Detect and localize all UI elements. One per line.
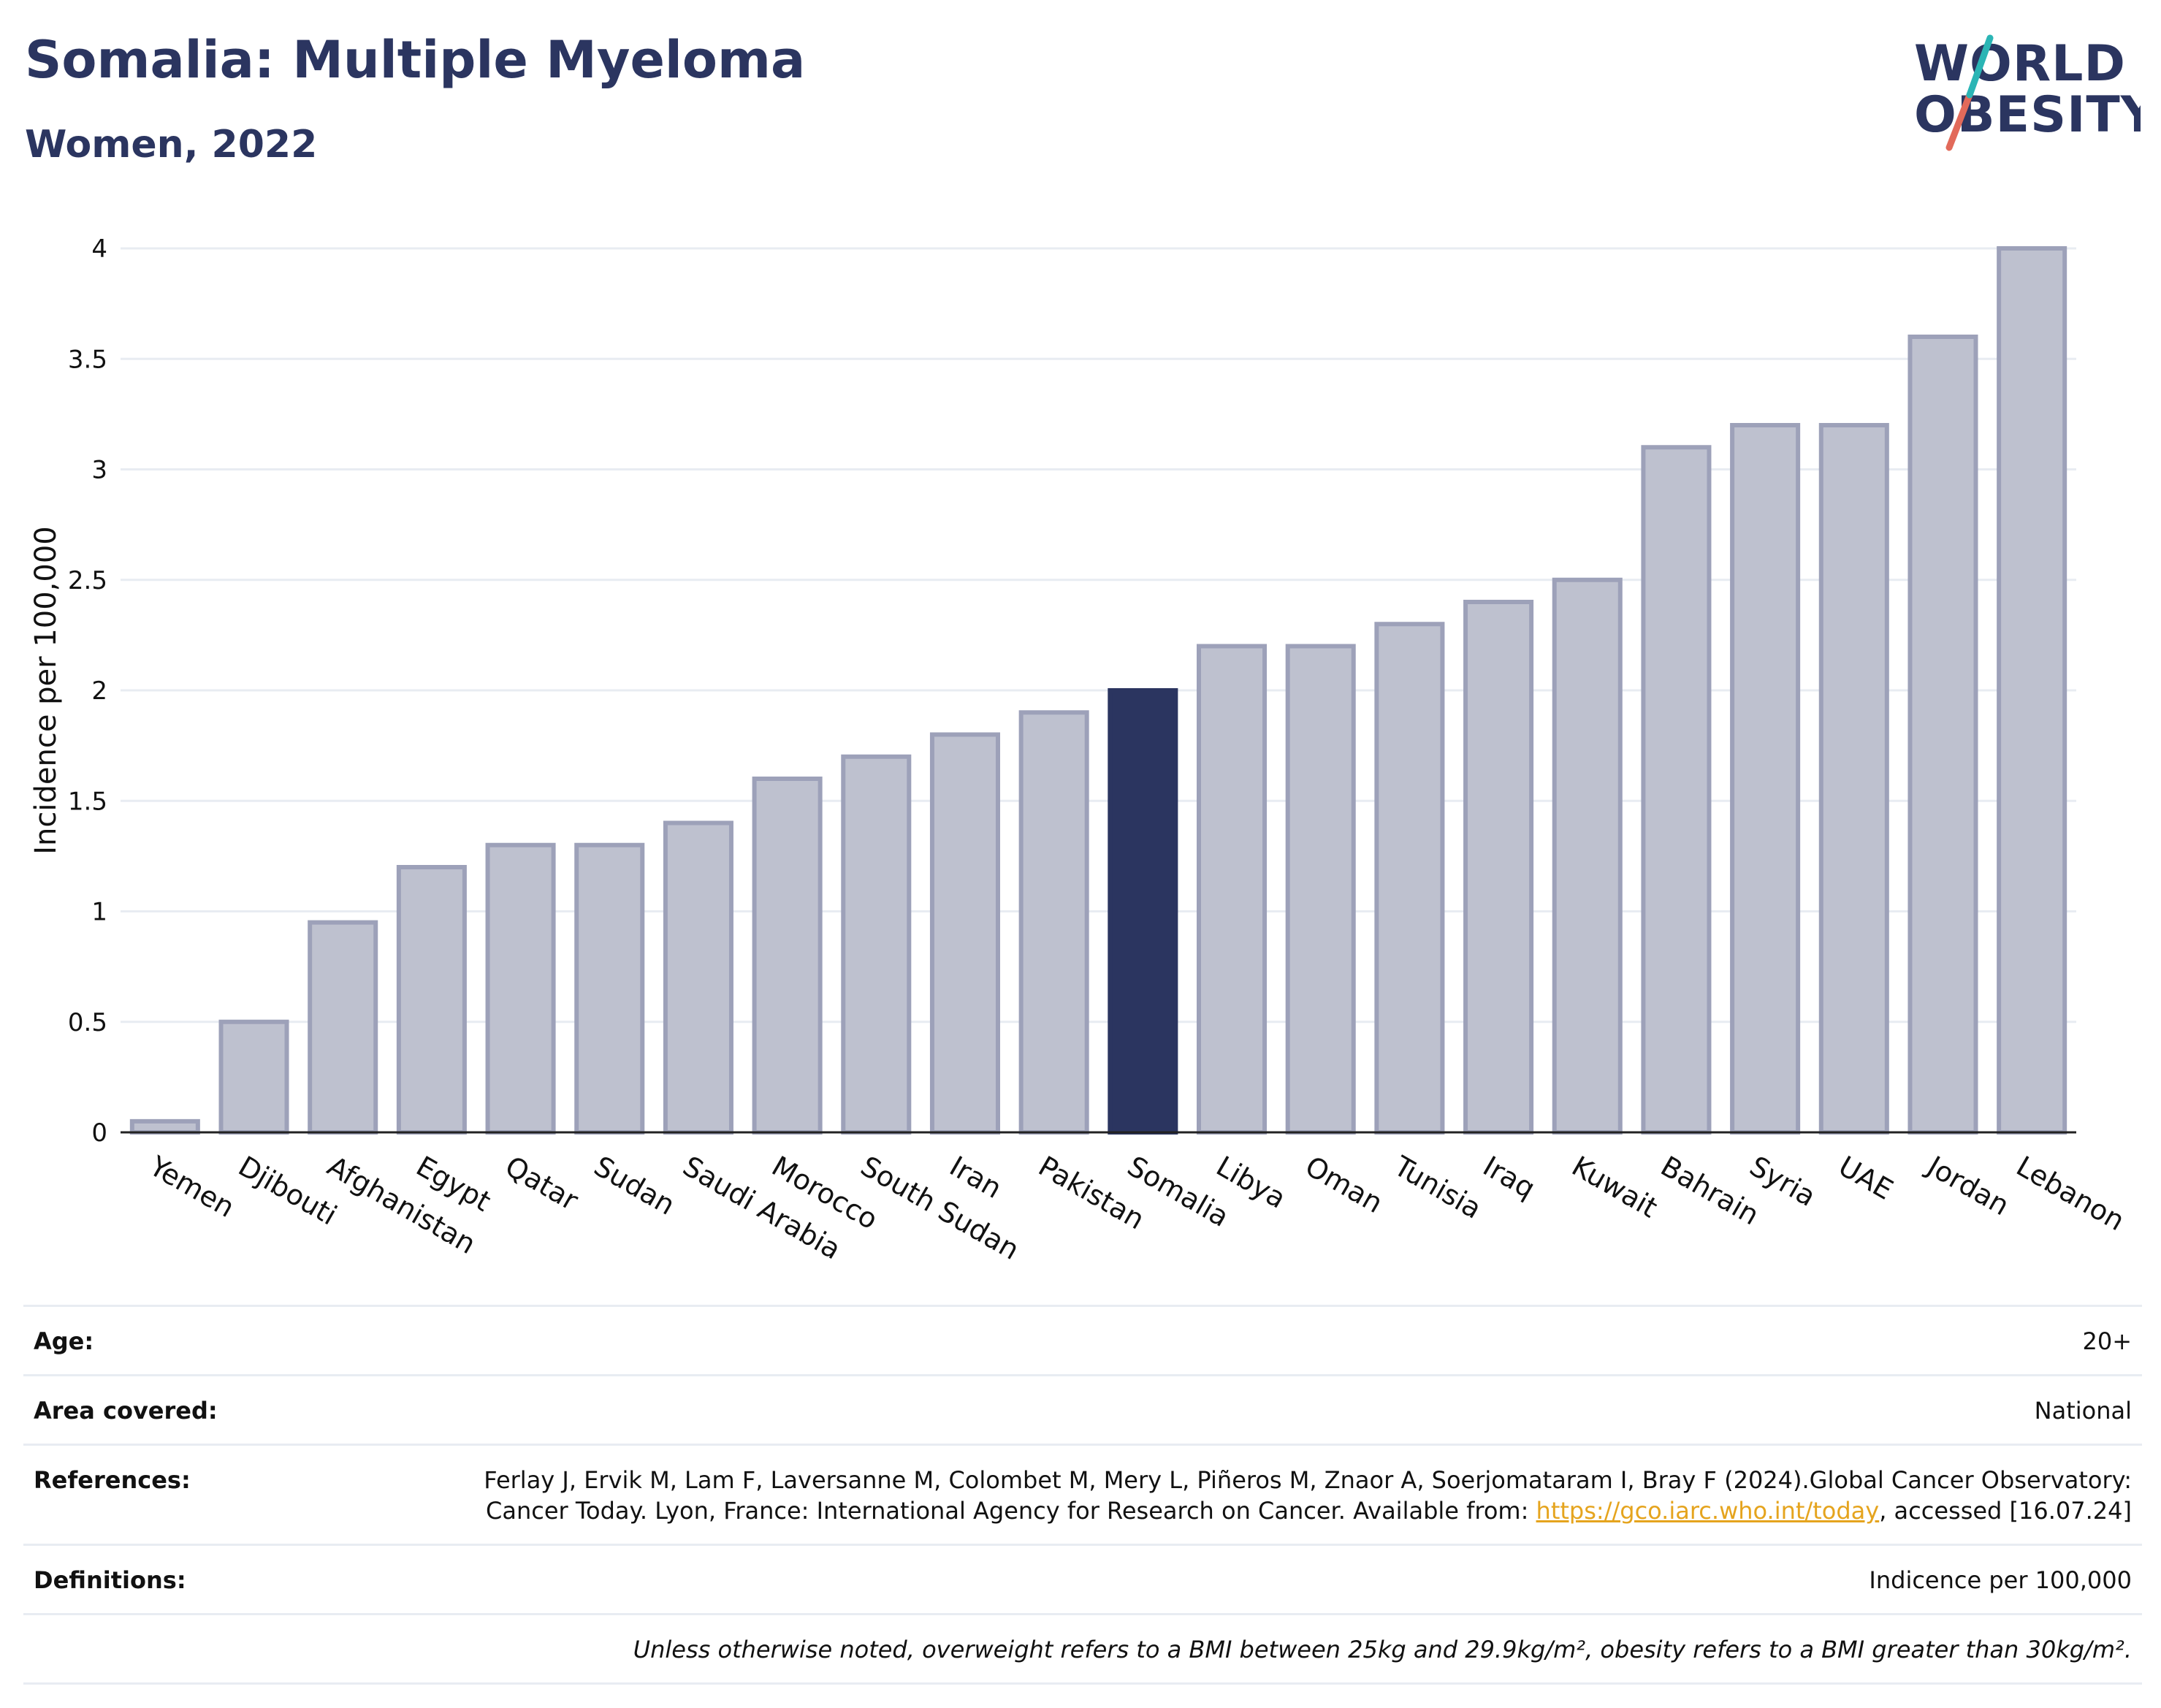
y-tick-label: 2.5 (68, 566, 107, 595)
references-value: Ferlay J, Ervik M, Lam F, Laversanne M, … (451, 1465, 2132, 1526)
x-tick-label: Qatar (500, 1150, 584, 1217)
x-tick-label: Oman (1300, 1150, 1388, 1219)
bar (308, 920, 378, 1135)
bars-layer (129, 246, 2067, 1135)
definitions-label: Definitions: (34, 1566, 186, 1594)
y-tick-label: 4 (91, 235, 107, 264)
bar (129, 1118, 200, 1135)
references-text-start: Ferlay J, Ervik M, Lam F, Laversanne M, … (484, 1466, 2132, 1525)
x-tick-label: Afghanistan (322, 1150, 481, 1260)
bar (1730, 423, 1801, 1135)
bar (1197, 644, 1268, 1135)
info-table: Age: 20+ Area covered: National Referenc… (23, 1305, 2142, 1685)
references-label: References: (34, 1466, 191, 1494)
bar (1907, 335, 1978, 1135)
info-row-area: Area covered: National (23, 1374, 2142, 1444)
bar (485, 842, 556, 1135)
y-axis-title: Incidence per 100,000 (29, 526, 63, 855)
bar (1463, 600, 1534, 1135)
bar (1018, 710, 1089, 1135)
bar (396, 865, 467, 1135)
bar-highlighted (1108, 688, 1178, 1135)
logo-line1: WORLD (1914, 35, 2126, 93)
page-title: Somalia: Multiple Myeloma (25, 30, 806, 90)
y-tick-label: 1 (91, 898, 107, 927)
y-tick-label: 2 (91, 676, 107, 706)
y-tick-label: 1.5 (68, 787, 107, 816)
bar (1997, 246, 2067, 1135)
info-row-age: Age: 20+ (23, 1305, 2142, 1374)
logo-slash-upper (1966, 34, 1994, 99)
x-tick-label: Yemen (143, 1149, 240, 1224)
logo-slash-lower (1945, 91, 1973, 151)
bar (1552, 577, 1623, 1135)
bar (1641, 445, 1712, 1135)
y-tick-label: 3 (91, 456, 107, 485)
bar (929, 732, 1000, 1135)
age-value: 20+ (2082, 1327, 2132, 1355)
info-row-definitions: Definitions: Indicence per 100,000 (23, 1544, 2142, 1613)
references-text-end: , accessed [16.07.24] (1879, 1497, 2132, 1525)
x-tick-label: Tunisia (1388, 1149, 1487, 1225)
bar (752, 777, 823, 1135)
logo-line2: OBESITY (1914, 86, 2141, 144)
info-row-note: Unless otherwise noted, overweight refer… (23, 1613, 2142, 1685)
x-tick-label: Bahrain (1655, 1150, 1764, 1232)
x-tick-label: Kuwait (1566, 1150, 1663, 1224)
bar (1818, 423, 1889, 1135)
page-subtitle: Women, 2022 (25, 123, 318, 167)
bar (663, 820, 733, 1135)
bar (218, 1019, 289, 1135)
x-tick-label: UAE (1833, 1150, 1898, 1206)
x-tick-label: Jordan (1921, 1149, 2014, 1222)
info-row-references: References: Ferlay J, Ervik M, Lam F, La… (23, 1444, 2142, 1544)
definitions-value: Indicence per 100,000 (1869, 1566, 2132, 1594)
bar (1374, 622, 1445, 1135)
area-value: National (2034, 1397, 2132, 1425)
y-tick-label: 3.5 (68, 345, 107, 374)
world-obesity-logo: WORLD OBESITY (1914, 34, 2141, 151)
bar (1285, 644, 1356, 1135)
bar (841, 754, 912, 1135)
references-link[interactable]: https://gco.iarc.who.int/today (1536, 1497, 1880, 1525)
y-tick-label: 0.5 (68, 1008, 107, 1037)
age-label: Age: (34, 1327, 94, 1355)
bmi-note: Unless otherwise noted, overweight refer… (633, 1636, 2132, 1663)
bar (574, 842, 645, 1135)
area-label: Area covered: (34, 1397, 218, 1425)
x-tick-label: Sudan (589, 1150, 681, 1221)
x-tick-label: Lebanon (2011, 1150, 2130, 1237)
x-tick-label: Djibouti (233, 1150, 343, 1232)
bar-chart: 0 0.5 1 1.5 2 2.5 3 3.5 4 YemenDjiboutiAfghanista… (29, 235, 2130, 1266)
y-tick-label: 0 (91, 1118, 107, 1148)
